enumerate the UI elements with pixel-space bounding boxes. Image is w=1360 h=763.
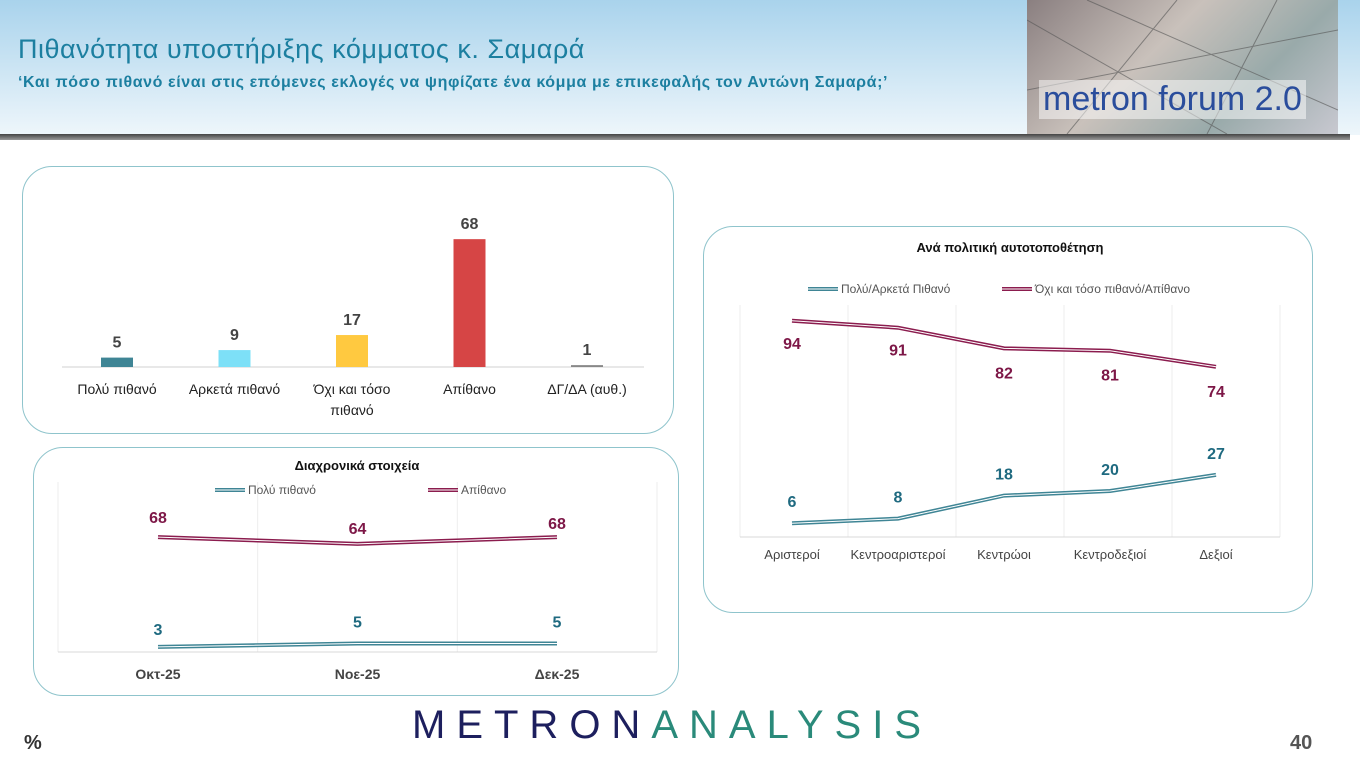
legend-label: Απίθανο	[461, 483, 507, 497]
legend-label: Πολύ πιθανό	[248, 483, 316, 497]
data-label: 81	[1101, 368, 1119, 385]
ideology-line-chart: Ανά πολιτική αυτοτοποθέτηση Πολύ/Αρκετά Π…	[739, 240, 1281, 562]
legend-label: Όχι και τόσο πιθανό/Απίθανο	[1034, 282, 1190, 296]
data-label: 68	[149, 510, 167, 527]
unit-label: %	[24, 732, 42, 754]
category-label: Νοε-25	[335, 666, 381, 682]
category-label: Δεξιοί	[1199, 547, 1232, 562]
data-label: 18	[995, 467, 1013, 484]
bar	[101, 357, 133, 367]
header-divider	[0, 134, 1350, 140]
category-label: Οκτ-25	[135, 666, 180, 682]
logo-part-b: ANALYSIS	[651, 703, 933, 747]
series-line-highlight	[157, 536, 558, 545]
metron-analysis-logo: METRONANALYSIS	[412, 703, 932, 748]
logo-part-a: METRON	[412, 703, 652, 747]
data-label: 68	[548, 516, 566, 533]
data-label: 6	[788, 494, 797, 511]
bar	[336, 335, 368, 367]
category-label: ΔΓ/ΔΑ (αυθ.)	[547, 381, 627, 397]
data-label: 5	[553, 615, 562, 632]
category-label: Κεντροαριστεροί	[851, 547, 946, 562]
trend-line-chart: Διαχρονικά στοιχεία Πολύ πιθανό 3 5 5 Απίθανο…	[57, 458, 658, 682]
data-label: 9	[230, 327, 239, 344]
category-label: Κεντροδεξιοί	[1074, 547, 1147, 562]
badge-text: metron forum 2.0	[1039, 80, 1306, 119]
page-number: 40	[1290, 732, 1313, 754]
category-label: Πολύ πιθανό	[77, 381, 156, 397]
bar	[218, 350, 251, 367]
data-label: 5	[113, 335, 122, 352]
bar	[571, 365, 603, 367]
ideology-panel	[703, 226, 1313, 613]
series-line	[157, 641, 557, 649]
data-label: 1	[583, 342, 592, 359]
metron-forum-badge: metron forum 2.0	[1027, 0, 1338, 134]
data-label: 8	[894, 490, 903, 507]
series-line-highlight	[157, 643, 557, 648]
chart-title: Ανά πολιτική αυτοτοποθέτηση	[917, 240, 1104, 255]
data-label: 3	[154, 622, 163, 639]
slide-subtitle: ‘Και πόσο πιθανό είναι στις επόμενες εκλ…	[18, 74, 889, 91]
data-label: 17	[343, 312, 361, 329]
trend-panel	[33, 447, 679, 696]
data-label: 5	[353, 615, 362, 632]
series-line-highlight	[791, 474, 1217, 524]
data-label: 20	[1101, 462, 1119, 479]
data-label: 82	[995, 365, 1013, 382]
category-label: Δεκ-25	[535, 666, 580, 682]
slide-title: Πιθανότητα υποστήριξης κόμματος κ. Σαμαρ…	[18, 34, 585, 64]
legend-label: Πολύ/Αρκετά Πιθανό	[841, 282, 951, 296]
category-label: Αρκετά πιθανό	[189, 381, 281, 397]
category-label: Όχι και τόσο πιθανό	[313, 381, 391, 418]
series-line	[791, 318, 1217, 369]
data-label: 94	[783, 336, 801, 353]
data-label: 64	[349, 521, 367, 538]
distribution-panel	[22, 166, 674, 434]
category-label: Κεντρώοι	[977, 547, 1031, 562]
data-label: 27	[1207, 446, 1225, 463]
bar	[453, 239, 486, 367]
data-label: 68	[461, 216, 479, 233]
series-line	[157, 535, 558, 546]
distribution-bar-chart: 5 Πολύ πιθανό 9 Αρκετά πιθανό 17 Όχι και τόσο…	[62, 216, 644, 418]
category-label: Αριστεροί	[764, 547, 820, 562]
chart-title: Διαχρονικά στοιχεία	[295, 458, 420, 473]
category-label: Απίθανο	[443, 381, 496, 397]
data-label: 74	[1207, 384, 1225, 401]
data-label: 91	[889, 343, 907, 360]
series-line-highlight	[791, 320, 1217, 368]
